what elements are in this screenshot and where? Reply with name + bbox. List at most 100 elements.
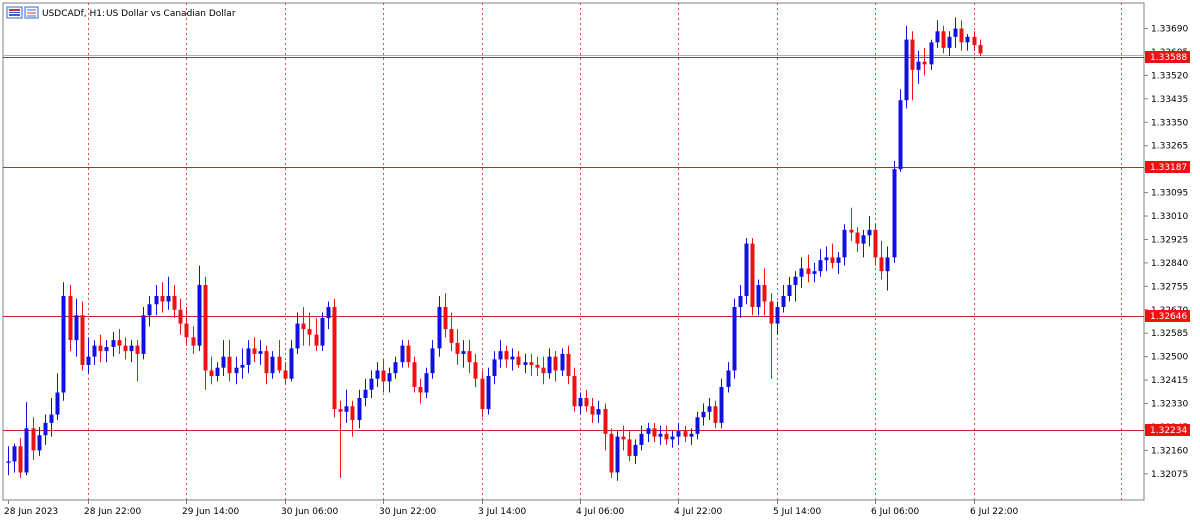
- candle-body: [738, 295, 743, 308]
- candle-body: [664, 433, 669, 440]
- candle: [701, 403, 706, 426]
- candle: [49, 398, 54, 437]
- level-price-tag-text: 1.32646: [1150, 312, 1187, 322]
- chart-window-icon-2[interactable]: [24, 6, 39, 19]
- candle-body: [467, 351, 472, 363]
- time-tick-label: 29 Jun 14:00: [182, 507, 239, 517]
- candle: [769, 293, 774, 379]
- candle: [713, 400, 718, 429]
- candle: [775, 301, 780, 335]
- candle: [203, 276, 208, 390]
- candle-body: [209, 370, 214, 376]
- candle: [406, 340, 411, 368]
- candle: [104, 340, 109, 363]
- candle-body: [726, 370, 731, 387]
- time-axis[interactable]: 28 Jun 2023 28 Jun 22:00 29 Jun 14:00 30 Ju…: [4, 500, 1019, 517]
- level-price-tag-text: 1.33187: [1150, 163, 1187, 173]
- candle-body: [86, 356, 91, 365]
- candle-body: [357, 398, 362, 421]
- candle-body: [818, 260, 823, 272]
- candle-body: [935, 31, 940, 43]
- candle-body: [24, 428, 29, 473]
- candle-body: [510, 356, 515, 360]
- candle: [37, 426, 42, 456]
- candle: [486, 367, 491, 415]
- candle-body: [590, 406, 595, 415]
- candle: [652, 422, 657, 443]
- candle: [609, 428, 614, 478]
- time-tick-label: 4 Jul 22:00: [674, 507, 723, 517]
- candle-body: [676, 431, 681, 437]
- candle: [234, 356, 239, 385]
- candle: [412, 356, 417, 393]
- candle: [855, 227, 860, 252]
- symbol-description: US Dollar vs Canadian Dollar: [106, 9, 236, 19]
- candle: [172, 284, 177, 319]
- candle-body: [129, 345, 134, 352]
- candle-body: [769, 301, 774, 324]
- candle-body: [713, 406, 718, 423]
- candle-body: [885, 257, 890, 272]
- candle: [590, 398, 595, 423]
- candle: [455, 329, 460, 365]
- candle-body: [307, 329, 312, 335]
- price-tick-label: 1.32840: [1151, 259, 1188, 269]
- candle-body: [701, 411, 706, 418]
- candle: [314, 318, 319, 352]
- price-axis[interactable]: 1.336901.336051.335201.334351.333501.332…: [1144, 25, 1188, 480]
- candle-body: [215, 367, 220, 376]
- candle: [978, 39, 983, 57]
- candle-body: [381, 370, 386, 382]
- candle-body: [301, 323, 306, 330]
- candle: [473, 353, 478, 387]
- candle-body: [418, 386, 423, 393]
- plot-area[interactable]: [2, 2, 1145, 501]
- candle: [178, 298, 183, 335]
- bid-price-tag: 1.33588: [1145, 51, 1190, 63]
- candle: [732, 298, 737, 379]
- candle: [510, 348, 515, 371]
- candle: [117, 329, 122, 354]
- candle: [344, 389, 349, 423]
- candle-body: [227, 356, 232, 374]
- candle-body: [480, 378, 485, 410]
- candle: [18, 437, 23, 478]
- candle: [916, 50, 921, 84]
- candle-body: [430, 348, 435, 374]
- candle-body: [375, 370, 380, 379]
- candle: [529, 353, 534, 376]
- price-tick-label: 1.33350: [1151, 118, 1188, 128]
- candle-body: [178, 309, 183, 324]
- candle-body: [80, 315, 85, 365]
- candle-body: [787, 284, 792, 296]
- candle: [781, 284, 786, 313]
- candle: [381, 359, 386, 393]
- candle: [842, 224, 847, 266]
- chart-window-icon[interactable]: [6, 6, 23, 19]
- candle-body: [855, 232, 860, 244]
- candle-body: [560, 353, 565, 371]
- candle-body: [74, 315, 79, 341]
- candle-body: [240, 364, 245, 368]
- candle: [922, 47, 927, 76]
- candle: [320, 312, 325, 352]
- candle: [898, 89, 903, 172]
- candle: [793, 271, 798, 302]
- candle-body: [793, 276, 798, 285]
- price-tick-label: 1.33690: [1151, 25, 1188, 35]
- candle: [744, 238, 749, 305]
- candle: [861, 229, 866, 258]
- candle: [135, 340, 140, 382]
- candle: [449, 312, 454, 352]
- candle: [437, 295, 442, 357]
- candle: [947, 31, 952, 57]
- candle-body: [172, 295, 177, 310]
- candle: [516, 351, 521, 368]
- candle: [596, 400, 601, 423]
- candle: [664, 425, 669, 445]
- candle-body: [695, 417, 700, 434]
- candle: [191, 326, 196, 354]
- candle: [141, 307, 146, 360]
- candle: [215, 362, 220, 382]
